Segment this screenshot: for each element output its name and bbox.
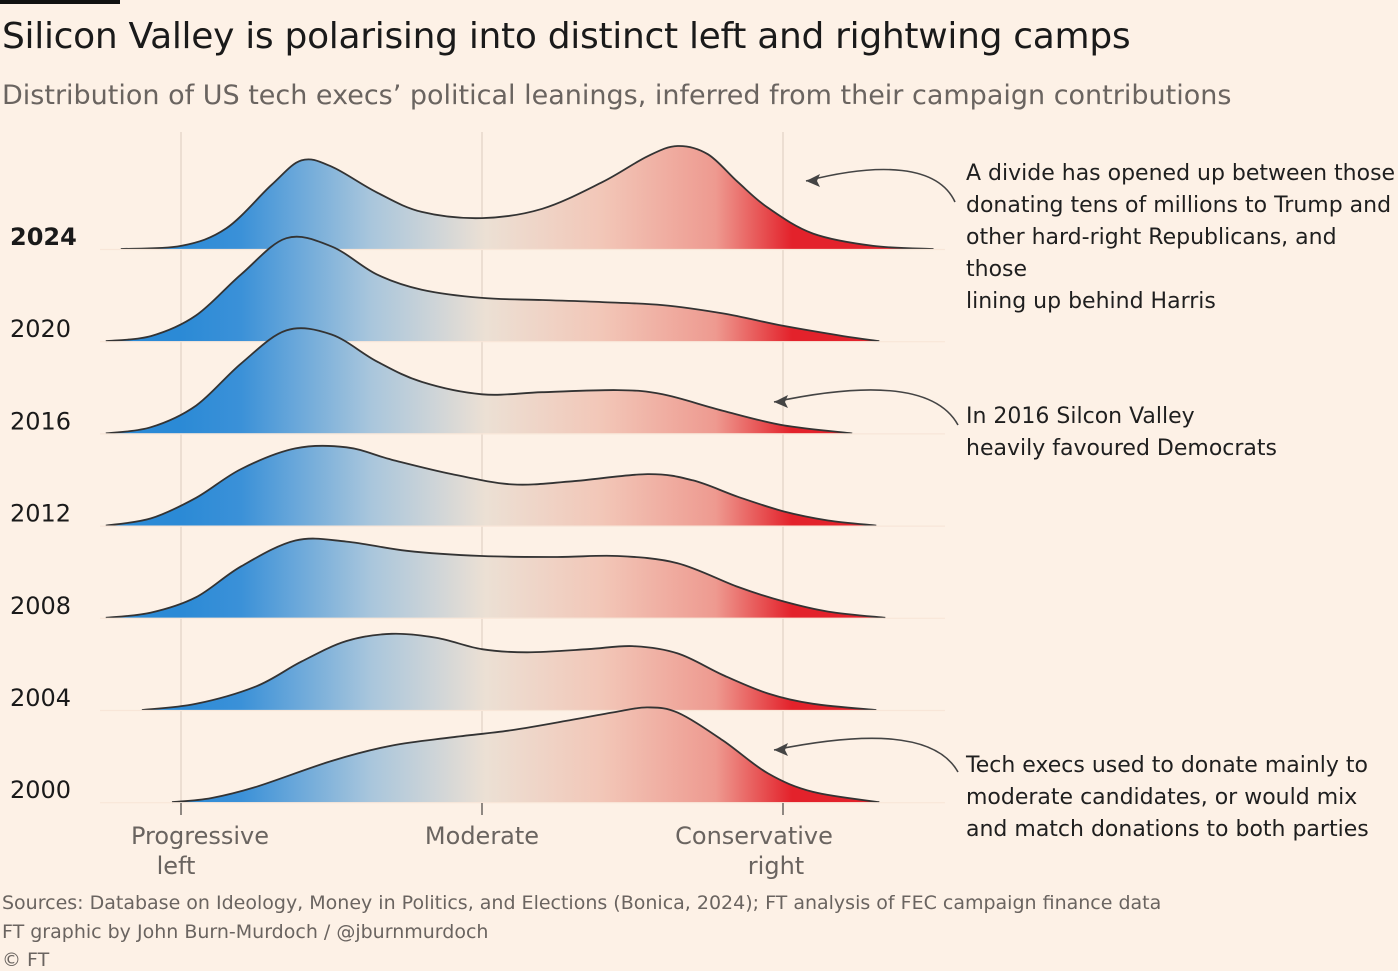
x-tick-label-1: Moderate — [425, 822, 539, 850]
annotation-arrowhead-1 — [774, 395, 788, 408]
ridge-2024: 2024 — [10, 145, 945, 251]
ridge-2000: 2000 — [10, 706, 945, 804]
ridge-area-2000 — [171, 707, 880, 803]
ridge-line-2012 — [105, 444, 877, 527]
chart-title: Silicon Valley is polarising into distin… — [2, 16, 1131, 57]
annotation-arrow-1 — [773, 389, 959, 426]
ridge-area-2004 — [141, 633, 877, 710]
year-label-2024: 2024 — [10, 223, 77, 251]
ridge-2008: 2008 — [10, 537, 945, 620]
ridge-2012: 2012 — [10, 444, 945, 528]
annotation-arrowhead-0 — [806, 174, 820, 187]
ridge-2020: 2020 — [10, 235, 945, 343]
year-label-2012: 2012 — [10, 500, 71, 528]
year-label-2008: 2008 — [10, 592, 71, 620]
x-tick-label-2: Conservative right — [675, 822, 833, 880]
annotation-arrow-2 — [773, 737, 959, 773]
x-tick-label-0: Progressive left — [131, 822, 269, 880]
year-label-2000: 2000 — [10, 776, 71, 804]
ridge-2016: 2016 — [10, 327, 945, 435]
annotation-2024-divide: A divide has opened up between those don… — [966, 161, 1396, 314]
ridge-line-2008 — [105, 537, 886, 619]
ridge-area-2012 — [105, 445, 877, 526]
ridge-line-2024 — [120, 145, 934, 250]
year-label-2020: 2020 — [10, 315, 71, 343]
year-label-2016: 2016 — [10, 407, 71, 435]
copyright-mark: © FT — [2, 949, 50, 971]
graphic-credit: FT graphic by John Burn-Murdoch / @jburn… — [2, 921, 489, 943]
ridge-line-2016 — [105, 327, 853, 435]
ridgeline-chart: 2024 2020 2016 2012 2008 2004 2000 Progressive… — [10, 132, 959, 880]
ridge-area-2016 — [105, 328, 853, 434]
ridge-area-2024 — [120, 145, 934, 249]
annotation-2016-democrats: In 2016 Silcon Valley heavily favoured D… — [966, 404, 1277, 461]
ridge-2004: 2004 — [10, 632, 945, 712]
year-label-2004: 2004 — [10, 684, 71, 712]
chart-subtitle: Distribution of US tech execs’ political… — [2, 80, 1232, 111]
source-note: Sources: Database on Ideology, Money in … — [2, 892, 1162, 914]
ridge-line-2000 — [171, 706, 880, 804]
ridge-area-2020 — [105, 236, 880, 342]
annotation-2000-moderate: Tech execs used to donate mainly to mode… — [966, 753, 1369, 842]
annotation-arrowhead-2 — [774, 743, 788, 756]
ridge-line-2004 — [141, 632, 877, 711]
annotation-arrow-0 — [805, 168, 956, 203]
top-rule — [0, 0, 120, 4]
ridge-line-2020 — [105, 235, 880, 343]
ridge-area-2008 — [105, 538, 886, 618]
